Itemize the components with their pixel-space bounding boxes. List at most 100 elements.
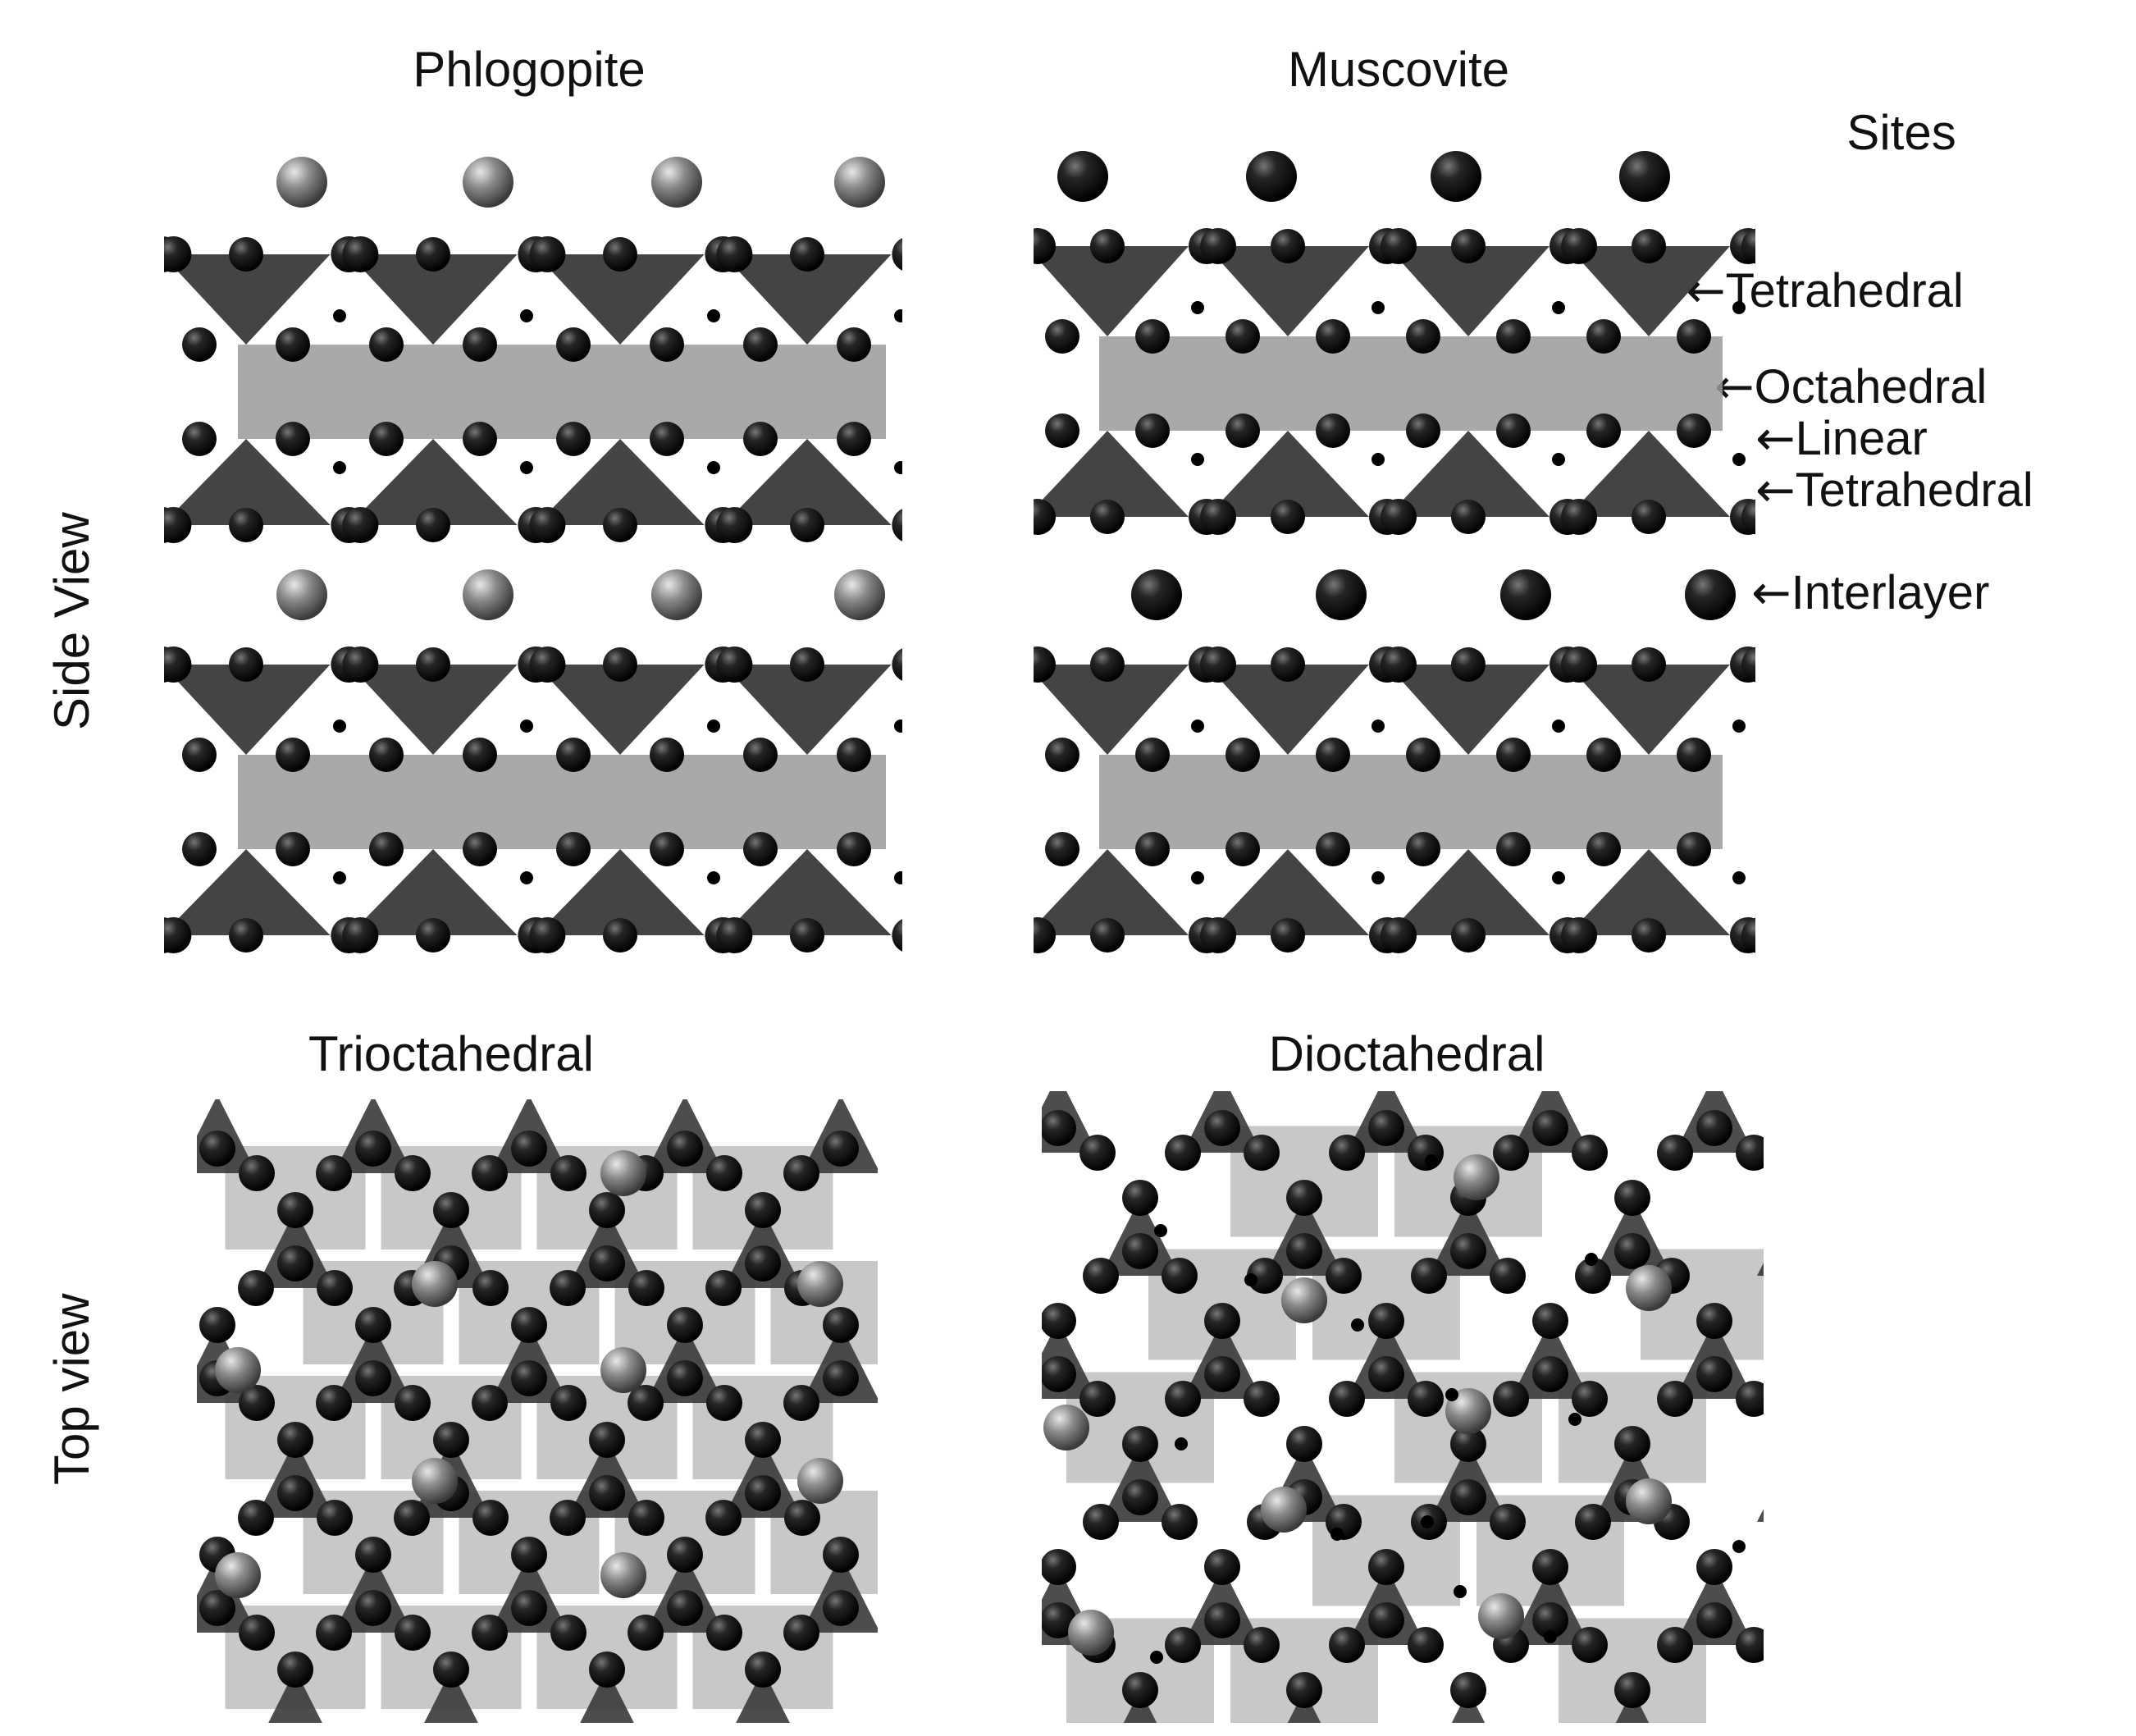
site-label-tetrahedral-0: ←Tetrahedral — [1686, 267, 1964, 315]
tetrahedron — [536, 439, 705, 525]
oxygen-atom — [511, 1131, 547, 1167]
hydrogen-atom — [520, 720, 533, 733]
hydrogen-atom — [1191, 453, 1204, 466]
hydrogen-atom — [1372, 720, 1385, 733]
oxygen-atom — [1122, 1672, 1158, 1708]
oxygen-atom — [1408, 1135, 1444, 1171]
oxygen-atom — [743, 327, 778, 362]
oxygen-atom — [463, 327, 497, 362]
oxygen-atom — [316, 1155, 352, 1191]
oxygen-atom — [355, 1131, 391, 1167]
oxygen-atom — [837, 422, 871, 456]
left-arrow-icon: ← — [1755, 462, 1796, 518]
site-name: Octahedral — [1754, 360, 1988, 413]
oxygen-atom — [355, 1537, 391, 1573]
oxygen-atom — [1575, 1258, 1611, 1294]
oxygen-atom — [784, 1500, 820, 1536]
oxygen-atom — [1045, 738, 1079, 772]
interlayer-atom — [215, 1347, 261, 1393]
oxygen-atom — [355, 1590, 391, 1626]
hydrogen-atom — [1421, 1515, 1434, 1528]
oxygen-atom — [1122, 1180, 1158, 1216]
octahedral-sheet — [1099, 755, 1723, 849]
hydrogen-atom — [1585, 1253, 1598, 1266]
oxygen-atom — [1736, 1381, 1764, 1417]
interlayer-atom — [1478, 1593, 1524, 1639]
oxygen-atom — [556, 832, 591, 866]
oxygen-atom — [556, 422, 591, 456]
tetrahedron — [349, 254, 518, 345]
oxygen-atom — [1162, 1258, 1198, 1294]
oxygen-atom — [556, 327, 591, 362]
oxygen-atom — [463, 738, 497, 772]
oxygen-atom — [1677, 738, 1711, 772]
interlayer-atom — [463, 569, 513, 620]
hydrogen-atom — [894, 871, 902, 884]
hydrogen-atom — [1445, 1388, 1458, 1401]
interlayer-atom — [1261, 1487, 1307, 1533]
oxygen-atom — [1532, 1602, 1568, 1638]
hydrogen-atom — [1372, 453, 1385, 466]
oxygen-atom — [277, 1422, 313, 1458]
oxygen-atom — [550, 1155, 586, 1191]
oxygen-atom — [743, 738, 778, 772]
tetrahedron — [1757, 1690, 1764, 1723]
octahedral-sheet — [238, 755, 886, 849]
oxygen-atom — [1632, 500, 1666, 534]
oxygen-atom — [511, 1590, 547, 1626]
oxygen-atom — [1741, 917, 1755, 953]
oxygen-atom — [239, 1385, 275, 1421]
oxygen-atom — [783, 1385, 819, 1421]
oxygen-atom — [1135, 738, 1170, 772]
tetrahedron — [424, 1670, 478, 1723]
oxygen-atom — [667, 1131, 703, 1167]
hydrogen-atom — [707, 461, 720, 474]
oxygen-atom — [823, 1307, 859, 1343]
oxygen-atom — [837, 832, 871, 866]
oxygen-atom — [317, 1500, 353, 1536]
oxygen-atom — [1614, 1233, 1650, 1269]
interlayer-atom — [1068, 1610, 1114, 1656]
site-label-linear-2: ←Linear — [1755, 414, 1928, 463]
oxygen-atom — [182, 422, 217, 456]
oxygen-atom — [790, 647, 824, 682]
oxygen-atom — [667, 1360, 703, 1396]
dioctahedral-top-view — [1042, 1091, 1764, 1723]
oxygen-atom — [1122, 1426, 1158, 1462]
oxygen-atom — [1496, 832, 1531, 866]
oxygen-atom — [164, 917, 192, 953]
oxygen-atom — [1316, 738, 1350, 772]
hydrogen-atom — [1732, 453, 1746, 466]
oxygen-atom — [472, 1500, 509, 1536]
hydrogen-atom — [1191, 301, 1204, 314]
oxygen-atom — [783, 1155, 819, 1191]
oxygen-atom — [892, 238, 902, 271]
oxygen-atom — [164, 507, 192, 543]
oxygen-atom — [472, 1270, 509, 1306]
oxygen-atom — [1090, 918, 1125, 953]
oxygen-atom — [1131, 569, 1182, 620]
oxygen-atom — [1632, 229, 1666, 263]
interlayer-atom — [1626, 1265, 1672, 1311]
oxygen-atom — [1677, 413, 1711, 448]
oxygen-atom — [1246, 151, 1297, 202]
site-name: Linear — [1795, 412, 1928, 465]
oxygen-atom — [1572, 1135, 1608, 1171]
trioctahedral-top-view — [197, 1099, 878, 1723]
oxygen-atom — [1490, 1504, 1526, 1540]
oxygen-atom — [1244, 1381, 1280, 1417]
oxygen-atom — [1451, 918, 1486, 953]
oxygen-atom — [1316, 319, 1350, 354]
hydrogen-atom — [1552, 871, 1565, 884]
tetrahedron — [580, 1670, 634, 1723]
oxygen-atom — [1135, 319, 1170, 354]
tetrahedron — [723, 849, 892, 935]
hydrogen-atom — [1552, 720, 1565, 733]
hydrogen-atom — [333, 871, 346, 884]
oxygen-atom — [1406, 738, 1440, 772]
oxygen-atom — [229, 647, 263, 682]
oxygen-atom — [1381, 646, 1417, 683]
oxygen-atom — [1042, 1356, 1076, 1392]
oxygen-atom — [892, 919, 902, 952]
oxygen-atom — [1090, 500, 1125, 534]
